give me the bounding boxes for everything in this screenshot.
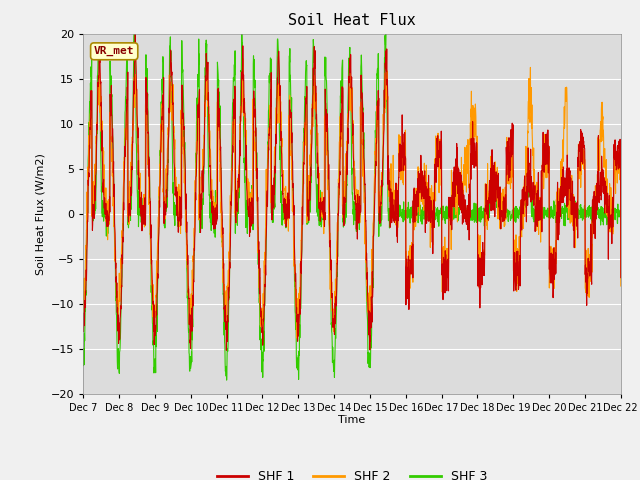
SHF 3: [79, 363, 87, 369]
Line: SHF 2: SHF 2: [83, 59, 621, 338]
SHF 1: [230, 116, 237, 121]
SHF 2: [617, 283, 625, 289]
SHF 2: [292, 335, 300, 341]
SHF 2: [570, 210, 577, 216]
SHF 3: [382, 31, 390, 36]
SHF 1: [509, 152, 516, 157]
Line: SHF 1: SHF 1: [83, 34, 621, 350]
Y-axis label: Soil Heat Flux (W/m2): Soil Heat Flux (W/m2): [35, 153, 45, 275]
SHF 2: [585, 266, 593, 272]
Line: SHF 3: SHF 3: [83, 34, 621, 380]
SHF 2: [368, 247, 376, 252]
SHF 1: [223, 348, 230, 353]
SHF 3: [380, 156, 387, 162]
SHF 2: [509, 145, 516, 151]
X-axis label: Time: Time: [339, 415, 365, 425]
SHF 2: [380, 132, 387, 137]
Text: VR_met: VR_met: [94, 46, 134, 57]
SHF 1: [131, 31, 139, 36]
SHF 3: [570, 214, 577, 220]
Title: Soil Heat Flux: Soil Heat Flux: [288, 13, 416, 28]
SHF 2: [79, 319, 87, 324]
SHF 1: [380, 141, 387, 147]
SHF 3: [617, 216, 625, 222]
SHF 1: [79, 323, 87, 329]
SHF 3: [368, 333, 376, 338]
SHF 2: [239, 56, 246, 61]
SHF 1: [617, 275, 625, 280]
SHF 3: [585, 204, 593, 209]
Legend: SHF 1, SHF 2, SHF 3: SHF 1, SHF 2, SHF 3: [212, 465, 492, 480]
SHF 3: [230, 75, 237, 81]
SHF 3: [509, 207, 516, 213]
SHF 1: [585, 259, 593, 265]
SHF 3: [223, 377, 230, 383]
SHF 1: [368, 306, 376, 312]
SHF 2: [229, 119, 237, 124]
SHF 1: [570, 200, 577, 205]
